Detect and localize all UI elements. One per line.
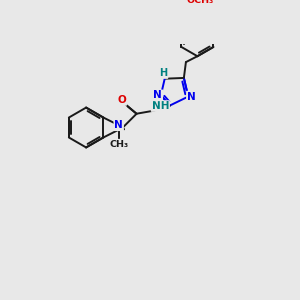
- Text: O: O: [117, 95, 126, 105]
- Text: OCH₃: OCH₃: [187, 0, 214, 5]
- Text: N: N: [153, 90, 162, 100]
- Text: NH: NH: [152, 101, 169, 111]
- Text: N: N: [114, 120, 123, 130]
- Text: CH₃: CH₃: [109, 140, 128, 148]
- Text: N: N: [187, 92, 196, 102]
- Text: H: H: [159, 68, 167, 78]
